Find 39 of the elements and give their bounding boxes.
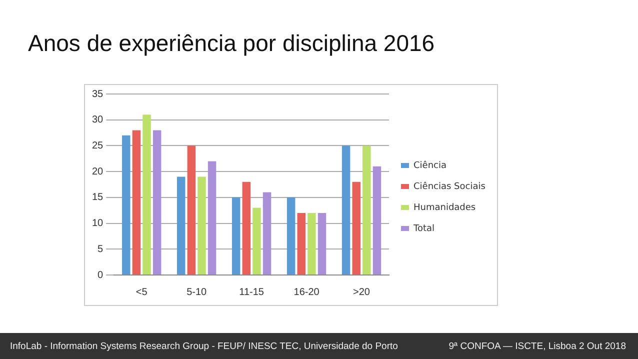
bar bbox=[208, 161, 216, 274]
bar bbox=[142, 114, 151, 274]
y-tick-label: 10 bbox=[92, 218, 104, 230]
legend-label: Total bbox=[412, 224, 435, 234]
bar bbox=[362, 146, 371, 274]
x-tick-label: 11-15 bbox=[239, 286, 264, 298]
bar bbox=[262, 192, 272, 274]
footer-bar: InfoLab - Information Systems Research Group - FEUP/ INESC TEC, Universidade do Porto 9ª CONFOA — ISCTE, Lisboa 2 Out 2018 bbox=[0, 333, 638, 359]
bar bbox=[372, 166, 382, 274]
bar bbox=[187, 146, 196, 274]
x-tick-label: >20 bbox=[353, 286, 370, 298]
y-tick-label: 30 bbox=[92, 114, 104, 126]
bar bbox=[177, 176, 186, 274]
bar bbox=[342, 146, 350, 274]
bar bbox=[252, 208, 261, 274]
bar bbox=[286, 197, 296, 274]
bar bbox=[152, 130, 162, 274]
bar bbox=[132, 130, 141, 274]
bar bbox=[308, 212, 316, 274]
x-tick-label: <5 bbox=[136, 286, 148, 298]
legend-label: Ciência bbox=[414, 160, 446, 171]
x-tick-label: 16-20 bbox=[294, 286, 320, 298]
bar bbox=[198, 176, 206, 274]
bar bbox=[122, 135, 130, 274]
legend-label: Humanidades bbox=[414, 202, 476, 213]
bar bbox=[352, 182, 360, 274]
y-tick-label: 0 bbox=[98, 270, 104, 281]
y-tick-label: 25 bbox=[92, 140, 104, 152]
bar bbox=[318, 212, 326, 274]
legend-label: Ciências Sociais bbox=[414, 180, 486, 192]
y-tick-label: 5 bbox=[98, 244, 104, 255]
x-tick-label: 5-10 bbox=[186, 286, 208, 298]
bar bbox=[297, 212, 306, 274]
y-tick-label: 20 bbox=[92, 166, 104, 178]
bar bbox=[232, 197, 240, 274]
bar bbox=[242, 182, 251, 274]
y-tick-label: 35 bbox=[92, 88, 104, 100]
chart-title: Anos de experiência por disciplina 2016 bbox=[28, 30, 435, 57]
y-tick-label: 15 bbox=[92, 192, 104, 204]
